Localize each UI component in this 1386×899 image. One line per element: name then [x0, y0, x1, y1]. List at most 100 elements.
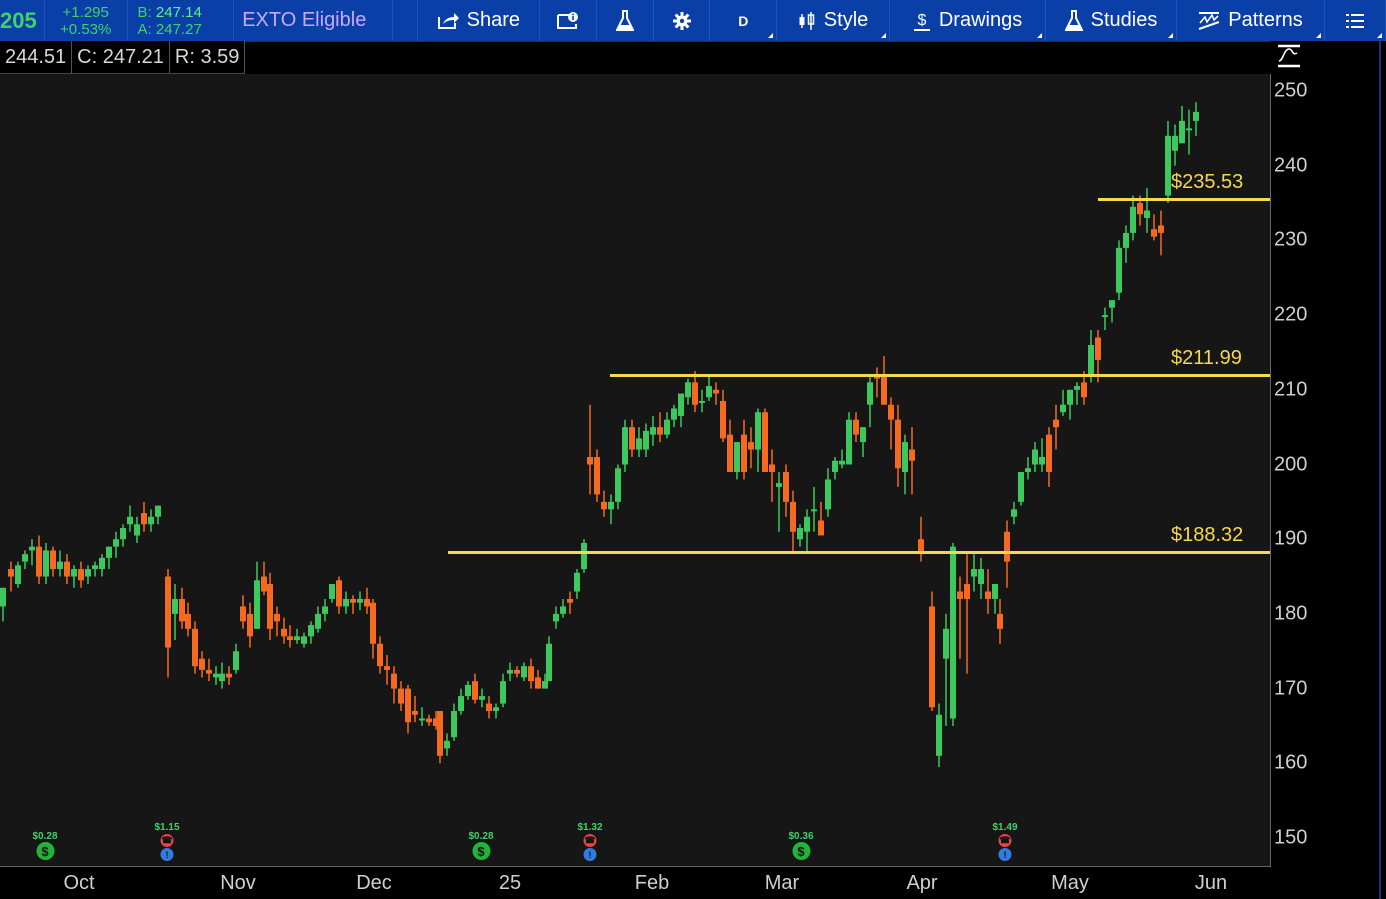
- support-resistance-line[interactable]: [448, 550, 1270, 554]
- candle: [493, 703, 499, 719]
- candle: [567, 591, 573, 614]
- price-change: +1.295 +0.53%: [45, 0, 128, 41]
- candle: [692, 371, 698, 413]
- candle: [254, 561, 260, 629]
- price-axis[interactable]: [1271, 41, 1379, 899]
- candle: [992, 584, 998, 614]
- price-tick: 150: [1274, 826, 1308, 849]
- candle: [267, 572, 273, 641]
- candle: [769, 449, 775, 502]
- candle: [1144, 188, 1150, 233]
- price-tick: 230: [1274, 228, 1308, 251]
- candle: [22, 550, 28, 570]
- candle: [192, 621, 198, 674]
- support-resistance-line[interactable]: [1098, 198, 1270, 202]
- time-tick: Jun: [1194, 872, 1228, 894]
- time-axis[interactable]: [0, 867, 1270, 899]
- style-dropdown[interactable]: Style: [777, 0, 890, 41]
- timeframe-dropdown[interactable]: D: [710, 0, 778, 41]
- patterns-icon: [1198, 11, 1220, 31]
- studies-label: Studies: [1090, 9, 1158, 31]
- flask-button[interactable]: [597, 0, 654, 41]
- autoscale-icon[interactable]: [1276, 44, 1302, 68]
- earnings-info-icon: !: [160, 848, 174, 861]
- candle: [755, 408, 761, 472]
- candle: [804, 509, 810, 555]
- earnings-call-icon: ☎: [160, 834, 174, 847]
- candle: [741, 419, 747, 480]
- studies-dropdown[interactable]: Studies: [1046, 0, 1177, 41]
- candle: [860, 427, 866, 458]
- time-tick: Dec: [356, 872, 392, 894]
- candle: [748, 427, 754, 469]
- candle: [437, 711, 443, 764]
- earnings-info-icon: !: [998, 848, 1012, 861]
- earnings-info-icon: !: [583, 848, 597, 861]
- candle: [1179, 105, 1185, 144]
- settings-button[interactable]: [654, 0, 711, 41]
- candle: [64, 554, 70, 585]
- candle: [734, 442, 740, 480]
- candle: [199, 651, 205, 678]
- price-tick: 200: [1274, 453, 1308, 475]
- candle: [426, 714, 432, 726]
- dividend-marker[interactable]: $0.28 $: [32, 831, 58, 860]
- candle: [1004, 520, 1010, 588]
- candle: [113, 531, 119, 558]
- candle: [465, 681, 471, 700]
- time-tick: Oct: [63, 872, 95, 894]
- candle: [727, 419, 733, 472]
- candle: [587, 404, 593, 495]
- candle: [514, 666, 520, 678]
- candle: [120, 524, 126, 547]
- time-tick: Feb: [634, 872, 670, 894]
- earnings-marker[interactable]: $1.49 ☎!: [992, 822, 1018, 861]
- price-chart-plot[interactable]: [0, 74, 1271, 867]
- candle: [1172, 124, 1178, 166]
- candle: [247, 602, 253, 648]
- price-tick: 190: [1274, 527, 1308, 550]
- support-resistance-line[interactable]: [610, 373, 1270, 377]
- price-tick: 250: [1274, 79, 1308, 102]
- candle: [419, 707, 425, 726]
- candle: [1074, 382, 1080, 405]
- candle: [678, 393, 684, 428]
- level-price-label: $235.53: [1171, 171, 1244, 194]
- candle: [546, 636, 552, 682]
- candle: [500, 673, 506, 708]
- candle: [713, 382, 719, 405]
- level-price-label: $211.99: [1171, 346, 1242, 369]
- share-button[interactable]: Share: [418, 0, 541, 41]
- time-tick: 25: [498, 872, 522, 894]
- info-panel-button[interactable]: [540, 0, 597, 41]
- candle: [219, 662, 225, 689]
- earnings-marker[interactable]: $1.32 ☎!: [577, 822, 603, 861]
- drawings-dropdown[interactable]: $ Drawings: [890, 0, 1047, 41]
- info-low: 244.51: [0, 41, 73, 73]
- candle: [322, 598, 328, 622]
- patterns-dropdown[interactable]: Patterns: [1177, 0, 1326, 41]
- candle: [664, 412, 670, 439]
- candle: [486, 696, 492, 719]
- candle: [50, 546, 56, 577]
- menu-button[interactable]: [1325, 0, 1386, 41]
- candle: [601, 490, 607, 517]
- dividend-icon: $: [792, 842, 810, 860]
- candle: [1067, 389, 1073, 420]
- candle: [560, 598, 566, 618]
- dividend-marker[interactable]: $0.28 $: [468, 831, 494, 860]
- price-tick: 240: [1274, 154, 1308, 177]
- share-label: Share: [466, 9, 520, 31]
- dropdown-corner-icon: [768, 33, 774, 38]
- candle: [507, 662, 513, 682]
- candle: [233, 643, 239, 674]
- dividend-marker[interactable]: $0.36 $: [788, 831, 814, 860]
- candle: [412, 696, 418, 723]
- earnings-call-icon: ☎: [583, 834, 597, 847]
- candle: [528, 658, 534, 689]
- candle: [1088, 330, 1094, 383]
- candle: [1116, 240, 1122, 301]
- candle: [1025, 457, 1031, 480]
- candle: [185, 602, 191, 637]
- earnings-marker[interactable]: $1.15 ☎!: [154, 822, 180, 861]
